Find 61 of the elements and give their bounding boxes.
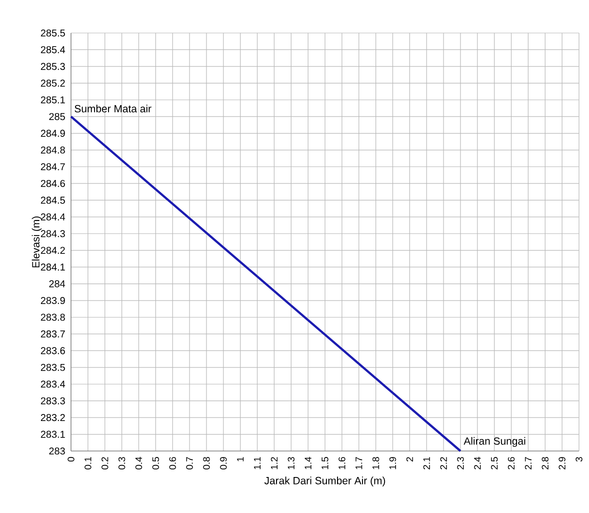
y-tick-label: 285.3: [40, 62, 65, 70]
x-tick-label: 2.8: [542, 457, 548, 470]
y-tick-label: 283.9: [40, 296, 65, 304]
y-tick-label: 283.5: [40, 364, 65, 371]
x-tick-label: 0: [68, 457, 74, 462]
y-tick-label: 284.5: [40, 196, 65, 204]
x-tick-label: 1.4: [304, 456, 312, 470]
x-tick-label: 2.4: [474, 456, 481, 470]
y-tick-label: 283.2: [40, 414, 65, 422]
x-tick-label: 1.2: [270, 457, 278, 470]
y-tick-label: 283.4: [40, 380, 66, 388]
x-tick-label: 2.9: [558, 457, 566, 470]
y-tick-label: 284.4: [40, 213, 66, 220]
x-tick-label: 1.6: [338, 457, 346, 470]
x-tick-label: 0.1: [84, 457, 92, 470]
y-tick-label: 283.1: [40, 430, 65, 438]
annotation: Aliran Sungai: [464, 437, 526, 447]
annotation: Sumber Mata air: [74, 104, 152, 112]
x-tick-label: 0.7: [186, 457, 193, 470]
x-tick-label: 1.3: [288, 457, 294, 470]
y-tick-label: 283.3: [40, 397, 65, 404]
y-tick-label: 283.7: [40, 330, 65, 338]
y-tick-label: 284.3: [40, 230, 65, 238]
y-tick-label: 283.6: [40, 347, 65, 354]
x-tick-label: 2.3: [457, 457, 464, 470]
x-tick-label: 1.1: [254, 457, 261, 470]
x-tick-label: 0.6: [169, 457, 176, 470]
x-tick-label: 2.5: [490, 457, 498, 470]
x-tick-label: 2.6: [508, 457, 515, 470]
x-tick-label: 2.2: [440, 457, 447, 470]
x-tick-label: 0.5: [152, 457, 160, 470]
y-tick-label: 283: [49, 447, 65, 455]
x-tick-label: 2.7: [524, 457, 532, 470]
y-tick-label: 285.2: [40, 80, 65, 87]
y-axis-title: Elevasi (m): [32, 216, 42, 268]
x-tick-label: 0.9: [220, 457, 227, 470]
y-tick-label: 285.4: [40, 46, 66, 54]
y-tick-label: 284.7: [40, 163, 65, 170]
y-tick-label: 284.1: [40, 264, 65, 271]
y-tick-label: 284.2: [40, 246, 65, 254]
x-tick-label: 1.9: [389, 457, 396, 470]
y-tick-label: 284.6: [40, 180, 65, 187]
x-tick-label: 0.4: [135, 456, 142, 470]
y-tick-label: 284.9: [40, 130, 65, 137]
y-tick-label: 284: [49, 280, 66, 288]
x-axis-title: Jarak Dari Sumber Air (m): [264, 476, 386, 486]
x-tick-label: 3: [576, 457, 582, 462]
x-tick-label: 0.8: [203, 457, 210, 470]
x-tick-label: 1: [237, 457, 244, 462]
x-tick-label: 0.3: [118, 457, 126, 470]
x-tick-label: 1.7: [356, 457, 362, 470]
x-tick-label: 0.2: [102, 457, 108, 470]
y-tick-label: 285: [49, 113, 65, 120]
x-tick-label: 1.5: [322, 457, 328, 470]
x-tick-label: 2.1: [423, 457, 430, 470]
x-tick-label: 2: [406, 457, 413, 462]
y-tick-label: 283.8: [40, 314, 65, 321]
y-tick-label: 285.5: [40, 29, 65, 37]
y-tick-label: 284.8: [40, 146, 65, 154]
y-tick-label: 285.1: [40, 96, 65, 104]
x-tick-label: 1.8: [372, 457, 380, 470]
